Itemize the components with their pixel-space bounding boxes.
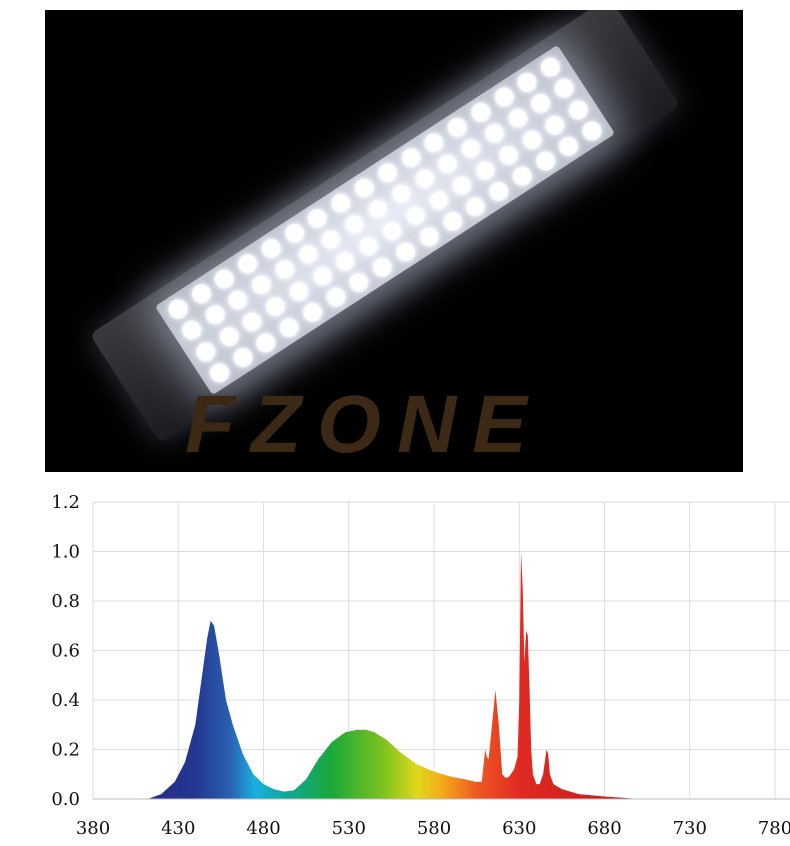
led	[271, 255, 299, 284]
led	[257, 234, 285, 263]
y-tick-label: 1.2	[51, 492, 80, 513]
led	[494, 141, 523, 169]
led	[340, 210, 369, 239]
led	[485, 177, 513, 206]
led	[438, 208, 467, 236]
x-tick-label: 430	[161, 818, 195, 839]
led	[233, 249, 262, 278]
led	[164, 295, 192, 323]
led-array	[154, 44, 616, 396]
led-light-photo: FZONE	[45, 10, 743, 472]
led	[434, 150, 462, 178]
led	[447, 171, 476, 200]
led	[457, 134, 486, 163]
led	[424, 186, 453, 215]
led	[280, 219, 309, 248]
led	[275, 313, 304, 342]
led	[387, 180, 416, 209]
x-tick-label: 580	[417, 818, 451, 839]
led	[247, 271, 276, 299]
led	[564, 95, 593, 124]
led	[224, 286, 253, 314]
led	[396, 143, 425, 172]
led	[331, 247, 360, 275]
led	[308, 262, 336, 290]
led	[550, 74, 579, 103]
led	[322, 283, 350, 312]
led	[401, 201, 430, 230]
led	[420, 128, 448, 157]
led	[317, 225, 346, 254]
led	[503, 104, 532, 133]
led	[378, 216, 406, 245]
led	[531, 147, 560, 176]
x-tick-label: 480	[246, 818, 280, 839]
led	[554, 132, 583, 161]
led	[350, 174, 378, 202]
led	[215, 322, 243, 351]
x-tick-label: 680	[587, 818, 621, 839]
y-tick-label: 1.0	[51, 542, 80, 563]
led	[298, 298, 327, 327]
led	[345, 268, 374, 297]
y-tick-label: 0.8	[51, 591, 80, 612]
led	[327, 189, 355, 217]
led	[527, 89, 555, 118]
led	[480, 119, 509, 148]
led	[373, 158, 402, 187]
spectrum-chart: 0.0 0.2 0.4 0.6 0.8 1.0 1.2 380 430 480 530 580 630…	[51, 492, 790, 839]
x-tick-label: 380	[76, 818, 110, 839]
led	[191, 337, 220, 366]
led	[508, 162, 537, 191]
led	[415, 223, 443, 251]
y-tick-label: 0.6	[51, 641, 80, 662]
led	[284, 277, 313, 306]
led	[364, 195, 392, 224]
y-tick-label: 0.4	[51, 690, 80, 711]
x-tick-label: 630	[502, 818, 536, 839]
led	[443, 113, 472, 142]
x-tick-label: 780	[758, 818, 790, 839]
y-tick-label: 0.2	[51, 740, 80, 761]
led	[238, 307, 267, 336]
fzone-logo-watermark: FZONE	[185, 379, 543, 470]
led	[471, 156, 499, 185]
y-tick-label: 0.0	[51, 789, 80, 810]
led	[303, 204, 332, 233]
x-tick-label: 530	[332, 818, 366, 839]
led	[177, 316, 206, 345]
spectrum-area	[147, 551, 639, 799]
led	[490, 83, 518, 112]
led	[541, 111, 569, 139]
led	[391, 238, 420, 266]
led	[461, 192, 490, 221]
led	[228, 344, 257, 372]
led	[354, 231, 383, 260]
led	[466, 98, 495, 127]
led	[187, 279, 215, 308]
led	[517, 126, 546, 154]
led	[368, 253, 397, 282]
led	[294, 240, 323, 269]
led	[513, 68, 541, 96]
x-axis-labels: 380 430 480 530 580 630 680 730 780	[76, 818, 790, 839]
y-axis-labels: 0.0 0.2 0.4 0.6 0.8 1.0 1.2	[51, 492, 80, 810]
led	[210, 264, 239, 293]
led	[410, 165, 439, 193]
led	[536, 53, 565, 81]
x-tick-label: 730	[673, 818, 707, 839]
led	[201, 301, 229, 330]
led	[252, 328, 280, 357]
led	[261, 292, 290, 321]
led	[578, 117, 606, 145]
